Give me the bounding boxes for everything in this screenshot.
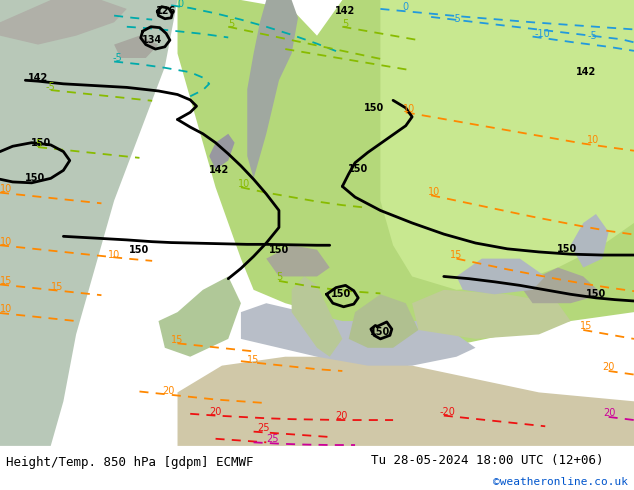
Text: 126: 126 bbox=[156, 6, 176, 16]
Text: 150: 150 bbox=[129, 245, 150, 255]
Polygon shape bbox=[0, 0, 178, 446]
Text: ©weatheronline.co.uk: ©weatheronline.co.uk bbox=[493, 477, 628, 487]
Text: 20: 20 bbox=[604, 408, 616, 418]
Text: 20: 20 bbox=[209, 407, 222, 417]
Polygon shape bbox=[178, 0, 634, 348]
Text: -10: -10 bbox=[534, 29, 550, 39]
Polygon shape bbox=[292, 276, 342, 357]
Text: Tu 28-05-2024 18:00 UTC (12+06): Tu 28-05-2024 18:00 UTC (12+06) bbox=[371, 454, 604, 466]
Text: 20: 20 bbox=[602, 363, 615, 372]
Text: Height/Temp. 850 hPa [gdpm] ECMWF: Height/Temp. 850 hPa [gdpm] ECMWF bbox=[6, 456, 254, 469]
Text: 150: 150 bbox=[370, 327, 391, 337]
Text: 134: 134 bbox=[142, 35, 162, 45]
Text: -5: -5 bbox=[46, 82, 56, 93]
Text: 15: 15 bbox=[0, 276, 13, 286]
Text: 150: 150 bbox=[25, 173, 45, 183]
Text: 10: 10 bbox=[586, 135, 599, 145]
Text: 15: 15 bbox=[171, 335, 184, 345]
Text: 25: 25 bbox=[266, 434, 279, 444]
Text: 15: 15 bbox=[51, 282, 63, 292]
Text: 0: 0 bbox=[178, 0, 184, 9]
Text: 142: 142 bbox=[335, 6, 356, 16]
Text: 5: 5 bbox=[276, 272, 282, 282]
Text: 142: 142 bbox=[209, 165, 230, 175]
Text: 150: 150 bbox=[348, 165, 368, 174]
Text: 15: 15 bbox=[580, 321, 593, 331]
Text: 0: 0 bbox=[403, 1, 409, 12]
Text: 10: 10 bbox=[428, 187, 441, 197]
Polygon shape bbox=[380, 0, 634, 290]
Text: 25: 25 bbox=[257, 423, 269, 433]
Text: 10: 10 bbox=[108, 250, 120, 260]
Text: -5: -5 bbox=[588, 31, 598, 41]
Text: 10: 10 bbox=[0, 237, 13, 246]
Polygon shape bbox=[178, 357, 634, 446]
Text: 15: 15 bbox=[247, 355, 260, 365]
Text: 15: 15 bbox=[450, 250, 463, 260]
Text: 5: 5 bbox=[228, 19, 235, 29]
Polygon shape bbox=[571, 214, 609, 268]
Polygon shape bbox=[247, 0, 298, 178]
Text: 142: 142 bbox=[576, 67, 597, 77]
Polygon shape bbox=[349, 294, 418, 348]
Text: 10: 10 bbox=[0, 184, 13, 194]
Polygon shape bbox=[266, 245, 330, 276]
Text: 5: 5 bbox=[35, 140, 41, 149]
Text: 10: 10 bbox=[403, 104, 415, 114]
Text: 150: 150 bbox=[331, 289, 351, 299]
Polygon shape bbox=[158, 276, 241, 357]
Text: 150: 150 bbox=[269, 245, 289, 255]
Polygon shape bbox=[114, 36, 158, 58]
Polygon shape bbox=[0, 0, 127, 45]
Text: 5: 5 bbox=[342, 19, 349, 29]
Text: 20: 20 bbox=[162, 386, 174, 395]
Text: 150: 150 bbox=[557, 244, 578, 254]
Polygon shape bbox=[520, 268, 602, 303]
Polygon shape bbox=[412, 290, 571, 339]
Text: -20: -20 bbox=[439, 407, 455, 417]
Text: 10: 10 bbox=[238, 179, 250, 189]
Polygon shape bbox=[456, 259, 545, 294]
Text: 142: 142 bbox=[28, 73, 48, 83]
Text: 150: 150 bbox=[586, 289, 606, 299]
Polygon shape bbox=[209, 134, 235, 170]
Text: -5: -5 bbox=[112, 53, 122, 63]
Polygon shape bbox=[241, 303, 476, 366]
Text: 150: 150 bbox=[364, 103, 384, 113]
Text: 150: 150 bbox=[31, 138, 51, 147]
Text: 20: 20 bbox=[335, 412, 347, 421]
Text: 10: 10 bbox=[0, 304, 13, 315]
Text: -5: -5 bbox=[451, 14, 462, 24]
